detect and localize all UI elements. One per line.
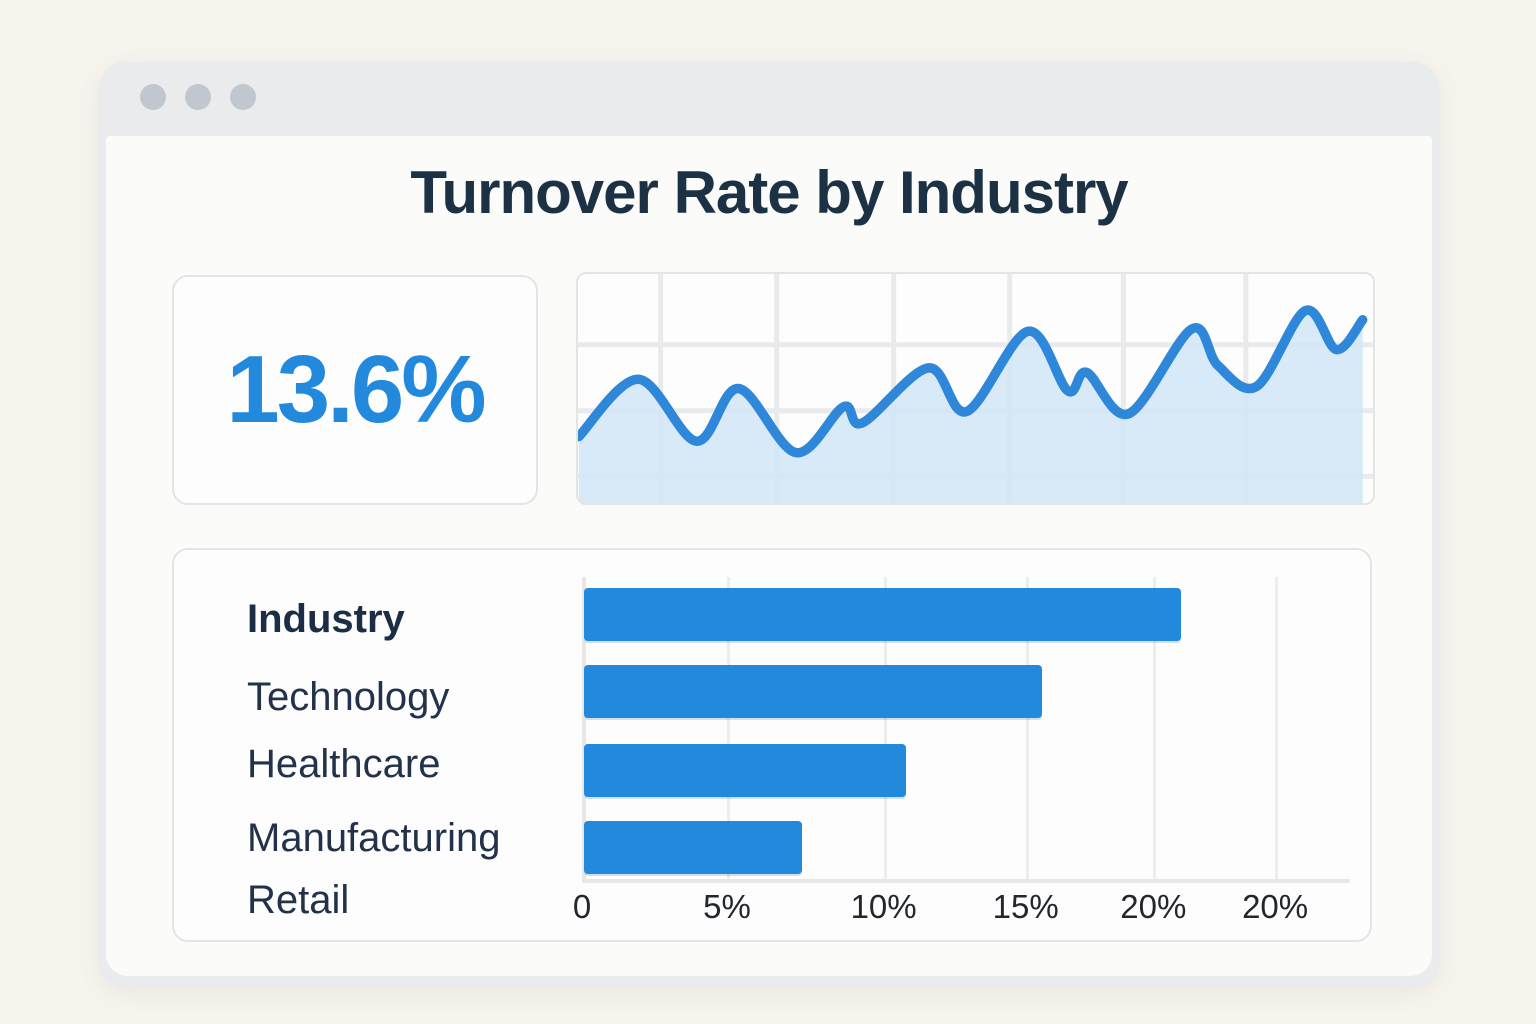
trend-line-chart xyxy=(578,274,1373,503)
bar-chart-gridline xyxy=(883,577,887,879)
x-axis-tick-label: 15% xyxy=(992,888,1059,925)
x-axis-tick-label: 5% xyxy=(703,888,751,925)
bar-chart-gridline xyxy=(1275,577,1279,879)
bar-industry xyxy=(584,588,1181,641)
window-content: Turnover Rate by Industry 13.6% Industry… xyxy=(106,136,1432,976)
trend-line xyxy=(578,305,1368,458)
x-axis-tick-label: 20% xyxy=(1242,888,1309,925)
bar-row-label-healthcare: Healthcare xyxy=(247,742,441,786)
bar-row-label-retail: Retail xyxy=(247,878,350,922)
trend-chart-card xyxy=(576,272,1375,505)
bar-chart-gridline xyxy=(1025,577,1029,879)
x-axis-tick-label: 10% xyxy=(850,888,917,925)
window-titlebar xyxy=(98,62,1440,136)
bar-row-label-manufacturing: Manufacturing xyxy=(247,816,501,860)
bar-chart-x-axis xyxy=(582,879,1350,883)
bar-healthcare xyxy=(584,744,906,797)
bar-chart-gridline xyxy=(1153,577,1157,879)
bar-row-label-technology: Technology xyxy=(247,675,450,719)
browser-window: Turnover Rate by Industry 13.6% Industry… xyxy=(98,62,1440,988)
bar-chart-gridline xyxy=(727,577,730,879)
bar-chart-y-axis xyxy=(582,577,586,883)
x-axis-tick-label: 20% xyxy=(1120,888,1187,925)
window-control-dot[interactable] xyxy=(185,84,211,110)
x-axis-tick-label: 0 xyxy=(572,888,592,925)
bar-technology xyxy=(584,665,1042,718)
turnover-stat-card: 13.6% xyxy=(172,275,538,505)
trend-area-fill xyxy=(578,310,1363,503)
turnover-stat-value: 13.6% xyxy=(226,336,486,443)
bar-manufacturing xyxy=(584,821,802,874)
bar-row-label-industry: Industry xyxy=(247,597,405,641)
window-control-dot[interactable] xyxy=(230,84,256,110)
page-title: Turnover Rate by Industry xyxy=(410,159,1128,226)
industry-bar-chart-card: Industry Technology Healthcare Manufacturin… xyxy=(172,548,1372,942)
window-control-dot[interactable] xyxy=(140,84,166,110)
